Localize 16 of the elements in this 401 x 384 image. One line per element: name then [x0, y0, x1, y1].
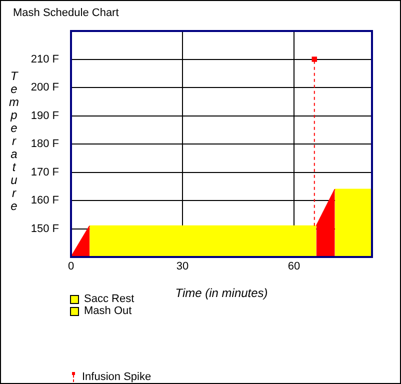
- y-tick-label: 150 F: [30, 222, 60, 235]
- legend-label: Sacc Rest: [84, 293, 134, 305]
- y-tick-label: 180 F: [30, 138, 60, 150]
- legend-label: Infusion Spike: [82, 371, 152, 383]
- x-tick-label: 60: [288, 260, 300, 273]
- legend-label: Mash Out: [84, 305, 132, 317]
- y-tick-label: 210 F: [30, 53, 60, 66]
- y-tick-label: 190 F: [30, 110, 60, 122]
- x-tick-label: 0: [68, 260, 74, 273]
- x-axis-title: Time (in minutes): [175, 286, 268, 300]
- y-tick-label: 170 F: [30, 166, 60, 178]
- y-axis-title: Temperature: [7, 69, 21, 212]
- x-tick-label: 30: [176, 260, 189, 273]
- y-tick-label: 200 F: [30, 82, 60, 94]
- y-tick-label: 160 F: [30, 194, 60, 207]
- chart-title: Mash Schedule Chart: [13, 7, 119, 19]
